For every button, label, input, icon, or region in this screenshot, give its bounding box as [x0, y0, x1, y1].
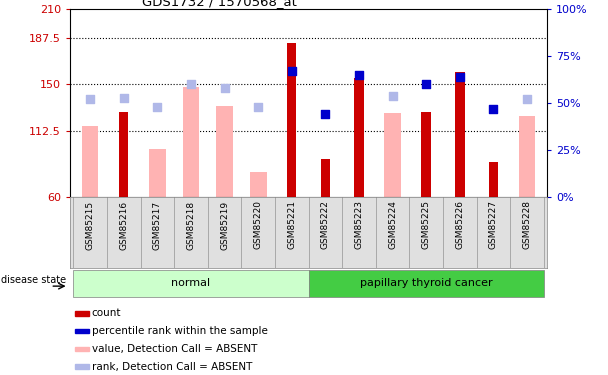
Bar: [149, 149, 166, 197]
Text: GSM85219: GSM85219: [220, 200, 229, 250]
Bar: [75, 364, 89, 369]
Text: count: count: [92, 309, 122, 318]
Bar: [75, 346, 89, 351]
Text: GSM85221: GSM85221: [287, 200, 296, 249]
Point: [85, 96, 95, 102]
Point: [455, 74, 465, 80]
Bar: [74, 270, 309, 297]
Bar: [320, 159, 330, 197]
Text: GDS1732 / 1570568_at: GDS1732 / 1570568_at: [142, 0, 296, 8]
Point: [287, 68, 297, 74]
Point: [522, 96, 532, 102]
Bar: [119, 112, 128, 197]
Point: [119, 94, 128, 100]
Bar: [287, 43, 297, 197]
Point: [320, 111, 330, 117]
Text: GSM85217: GSM85217: [153, 200, 162, 250]
Text: normal: normal: [171, 278, 210, 288]
Text: GSM85222: GSM85222: [321, 200, 330, 249]
Bar: [384, 113, 401, 197]
Point: [489, 106, 499, 112]
Bar: [308, 270, 544, 297]
Text: percentile rank within the sample: percentile rank within the sample: [92, 326, 268, 336]
Text: GSM85224: GSM85224: [388, 200, 397, 249]
Text: GSM85215: GSM85215: [86, 200, 95, 250]
Text: disease state: disease state: [1, 275, 66, 285]
Point: [254, 104, 263, 110]
Point: [388, 93, 398, 99]
Bar: [75, 311, 89, 316]
Bar: [354, 78, 364, 197]
Point: [421, 81, 431, 87]
Text: GSM85216: GSM85216: [119, 200, 128, 250]
Text: GSM85228: GSM85228: [522, 200, 531, 249]
Point: [354, 72, 364, 78]
Bar: [250, 172, 266, 197]
Point: [219, 85, 229, 91]
Bar: [489, 162, 498, 197]
Bar: [81, 126, 98, 197]
Bar: [519, 116, 536, 197]
Text: GSM85225: GSM85225: [422, 200, 430, 249]
Text: GSM85220: GSM85220: [254, 200, 263, 249]
Text: GSM85218: GSM85218: [187, 200, 195, 250]
Bar: [182, 87, 199, 197]
Bar: [75, 329, 89, 333]
Text: GSM85227: GSM85227: [489, 200, 498, 249]
Bar: [216, 106, 233, 197]
Text: GSM85226: GSM85226: [455, 200, 465, 249]
Text: GSM85223: GSM85223: [354, 200, 364, 249]
Point: [153, 104, 162, 110]
Text: papillary thyroid cancer: papillary thyroid cancer: [360, 278, 492, 288]
Point: [186, 81, 196, 87]
Bar: [421, 112, 431, 197]
Text: value, Detection Call = ABSENT: value, Detection Call = ABSENT: [92, 344, 257, 354]
Bar: [455, 72, 465, 197]
Text: rank, Detection Call = ABSENT: rank, Detection Call = ABSENT: [92, 362, 252, 372]
